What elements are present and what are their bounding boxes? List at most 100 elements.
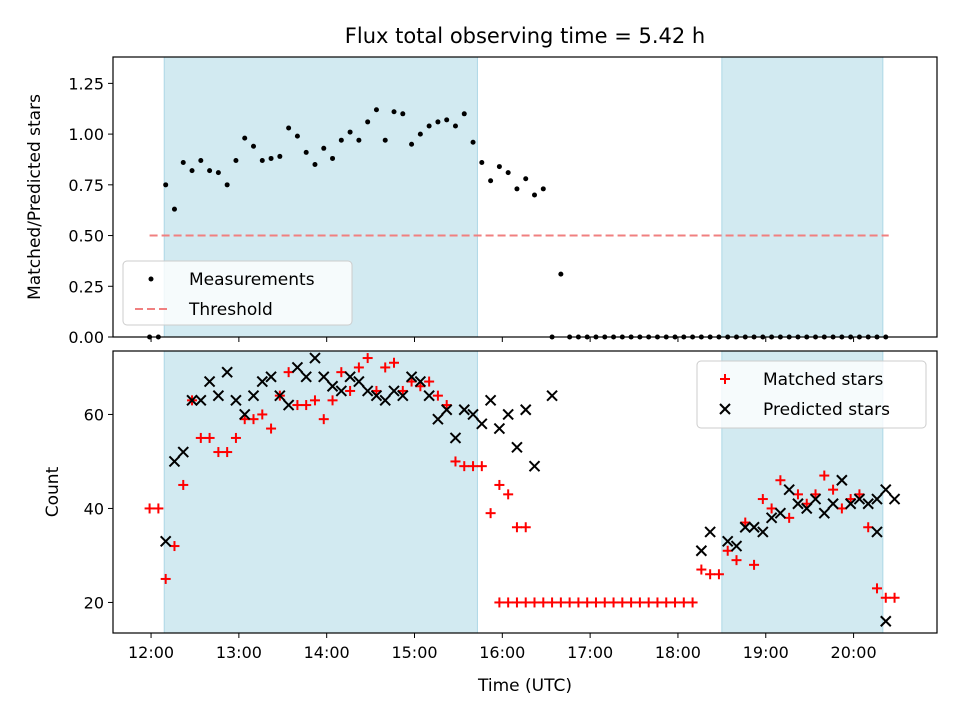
- data-point: [828, 484, 839, 495]
- data-point: [221, 366, 233, 378]
- data-point: [265, 371, 277, 383]
- data-point: [546, 389, 558, 402]
- data-point: [195, 394, 207, 407]
- data-point: [186, 394, 198, 407]
- data-point: [362, 353, 373, 364]
- data-point: [766, 503, 777, 514]
- data-point: [432, 413, 444, 425]
- data-point: [678, 597, 689, 608]
- data-point: [294, 133, 300, 139]
- data-point: [379, 394, 391, 407]
- data-point: [274, 389, 286, 402]
- data-point: [540, 186, 546, 192]
- data-point: [505, 170, 511, 176]
- data-point: [819, 470, 830, 481]
- data-point: [871, 493, 883, 505]
- y-tick-label: 0.50: [68, 227, 104, 246]
- data-point: [353, 375, 365, 388]
- data-point: [461, 111, 467, 117]
- data-point: [468, 461, 479, 472]
- legend-box: [696, 360, 927, 429]
- x-tick-label: 20:00: [831, 643, 877, 662]
- data-point: [452, 123, 458, 129]
- data-point: [178, 479, 189, 490]
- data-point: [336, 367, 347, 378]
- data-point: [634, 597, 645, 608]
- data-point: [168, 455, 181, 468]
- x-tick-label: 14:00: [304, 643, 350, 662]
- y-axis-label-bottom: Count: [43, 466, 63, 517]
- data-point: [300, 371, 312, 383]
- data-point: [792, 498, 804, 510]
- data-point: [282, 399, 295, 411]
- data-point: [365, 119, 371, 125]
- data-point: [423, 389, 435, 402]
- data-point: [215, 170, 221, 176]
- data-point: [309, 352, 321, 364]
- data-point: [380, 362, 391, 373]
- x-tick-label: 19:00: [743, 643, 789, 662]
- data-point: [599, 597, 610, 608]
- data-point: [722, 545, 733, 556]
- data-point: [224, 182, 230, 188]
- data-point: [503, 597, 514, 608]
- data-point: [361, 385, 374, 397]
- data-point: [749, 559, 760, 570]
- data-point: [248, 414, 259, 425]
- data-point: [529, 597, 540, 608]
- data-point: [783, 483, 795, 496]
- data-point: [345, 385, 356, 396]
- data-point: [695, 545, 708, 557]
- data-point: [160, 573, 171, 584]
- data-point: [458, 404, 470, 416]
- data-point: [251, 143, 257, 149]
- data-point: [450, 456, 461, 467]
- data-point: [153, 503, 164, 514]
- panel-counts: 20 40 60 12:00 13:00 14:00 15:00 16:00 17:00 18:0…: [84, 350, 938, 662]
- data-point: [213, 447, 224, 458]
- data-point: [347, 129, 353, 135]
- data-point: [670, 597, 681, 608]
- data-point: [286, 125, 292, 131]
- data-point: [207, 168, 213, 174]
- data-point: [327, 395, 338, 406]
- data-point: [502, 408, 514, 421]
- data-point: [880, 592, 891, 603]
- data-point: [880, 483, 892, 496]
- y-tick-label: 0.75: [68, 176, 104, 195]
- y-tick-label: 40: [84, 499, 104, 518]
- data-point: [257, 409, 268, 420]
- data-point: [417, 131, 423, 137]
- data-point: [765, 512, 778, 524]
- data-point: [230, 432, 241, 443]
- data-point: [687, 597, 698, 608]
- data-point: [818, 507, 831, 519]
- data-point: [266, 423, 277, 434]
- data-point: [312, 162, 318, 168]
- data-point: [370, 389, 383, 402]
- data-point: [573, 597, 584, 608]
- data-point: [661, 597, 672, 608]
- data-point: [344, 371, 356, 383]
- data-point: [739, 521, 751, 533]
- data-point: [511, 441, 523, 454]
- data-point: [435, 119, 441, 125]
- data-point: [564, 597, 575, 608]
- data-point: [528, 460, 541, 472]
- x-tick-label: 12:00: [128, 643, 174, 662]
- data-point: [373, 107, 379, 113]
- data-point: [198, 157, 204, 163]
- data-point: [538, 597, 549, 608]
- data-point: [467, 408, 479, 421]
- data-point: [301, 400, 312, 411]
- data-point: [503, 489, 514, 500]
- data-point: [335, 385, 348, 397]
- data-point: [496, 164, 502, 170]
- data-point: [547, 597, 558, 608]
- data-point: [731, 555, 742, 566]
- y-tick-label: 1.00: [68, 125, 104, 144]
- data-point: [426, 123, 432, 129]
- legend-marker: [148, 276, 154, 282]
- data-point: [247, 389, 260, 402]
